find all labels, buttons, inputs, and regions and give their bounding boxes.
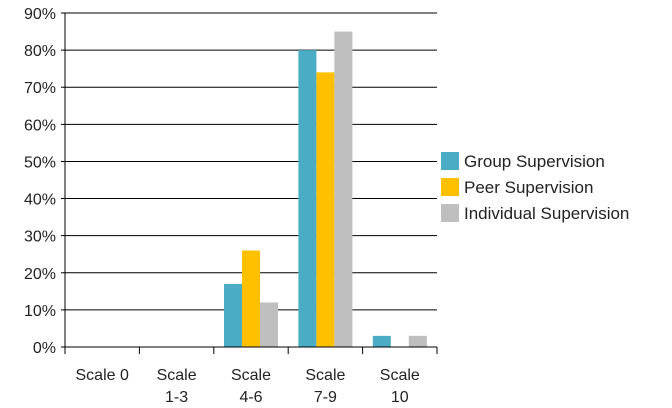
x-tick-label: Scale 1-3 [157,367,197,406]
y-tick-label: 0% [33,340,56,357]
legend: Group Supervision Peer Supervision Individ… [441,152,629,223]
y-tick-label: 50% [24,154,56,171]
bar [316,72,335,347]
x-axis: Scale 0 Scale 1-3 Scale 4-6 Scale 7-9 Scale 10 [64,346,438,406]
y-tick-label: 10% [24,303,56,320]
bar [298,50,317,347]
bar [408,335,427,347]
y-tick-label: 30% [24,229,56,246]
bar [242,250,260,347]
legend-swatch [441,178,459,196]
y-tick-label: 70% [24,80,56,97]
y-tick-label: 40% [24,192,56,209]
bar [260,302,278,347]
x-tick-label: Scale 0 [76,367,129,384]
legend-label: Individual Supervision [464,204,629,223]
bars [224,31,427,348]
bar [224,283,242,347]
gridlines [61,12,437,348]
x-tick-label: Scale 7-9 [305,367,345,406]
y-tick-label: 90% [24,6,56,23]
legend-label: Group Supervision [464,152,605,171]
bar [334,31,353,348]
y-tick-label: 20% [24,266,56,283]
x-tick-label: Scale 4-6 [231,367,271,406]
y-tick-label: 80% [24,43,56,60]
legend-label: Peer Supervision [464,178,593,197]
y-axis-ticks: 0% 10% 20% 30% 40% 50% 60% 70% 80% 90% [24,6,56,357]
y-tick-label: 60% [24,117,56,134]
bar [372,335,391,347]
x-tick-label: Scale 10 [380,367,420,406]
legend-swatch [441,204,459,222]
legend-swatch [441,152,459,170]
